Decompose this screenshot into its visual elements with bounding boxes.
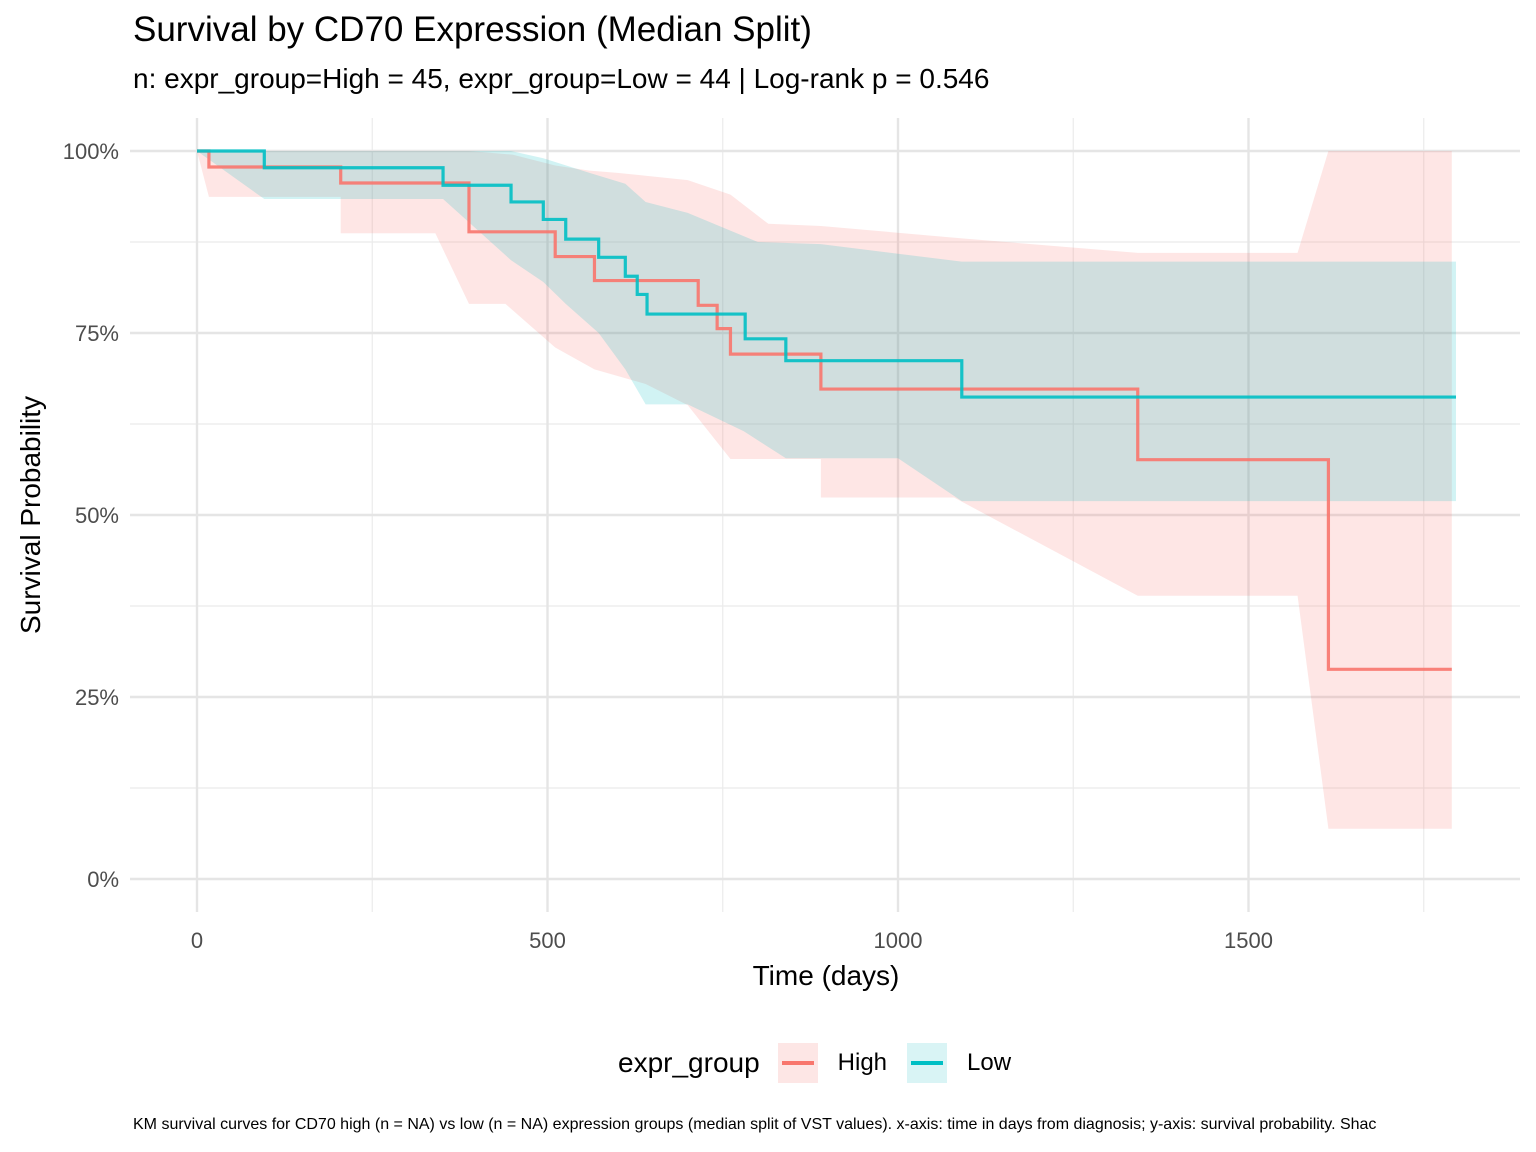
x-tick-label: 1000 — [874, 928, 923, 953]
x-axis-title: Time (days) — [753, 960, 900, 991]
x-tick-label: 1500 — [1224, 928, 1273, 953]
survival-plot: 0 500 1000 1500 0% 25% 50% 75% 100% Time (days)… — [15, 118, 1520, 991]
y-tick-label: 75% — [75, 321, 119, 346]
x-axis-ticks: 0 500 1000 1500 — [191, 928, 1273, 953]
survival-curves — [197, 149, 1456, 671]
y-tick-label: 25% — [75, 685, 119, 710]
chart-title: Survival by CD70 Expression (Median Spli… — [133, 10, 812, 49]
y-axis-ticks: 0% 25% 50% 75% 100% — [63, 139, 119, 892]
km-curve-high — [197, 149, 1452, 671]
km-curve-low — [197, 149, 1456, 399]
minor-gridlines — [130, 118, 1520, 912]
legend-line-high — [781, 1061, 814, 1065]
y-tick-label: 100% — [63, 139, 119, 164]
x-tick-label: 0 — [191, 928, 203, 953]
legend-key-low — [907, 1043, 948, 1083]
legend-label-high: High — [837, 1049, 888, 1076]
ci-ribbon-high — [197, 151, 1452, 829]
legend-key-high — [777, 1043, 818, 1083]
y-tick-label: 50% — [75, 503, 119, 528]
legend-label-low: Low — [967, 1049, 1012, 1076]
legend-line-low — [911, 1061, 944, 1065]
chart-subtitle: n: expr_group=High = 45, expr_group=Low … — [133, 63, 990, 94]
legend-title: expr_group — [618, 1047, 760, 1078]
y-tick-label: 0% — [87, 867, 119, 892]
ci-ribbon-low — [197, 151, 1456, 502]
legend: expr_group High Low — [618, 1038, 1031, 1088]
y-axis-title: Survival Probability — [15, 396, 46, 634]
figure-caption: KM survival curves for CD70 high (n = NA… — [133, 1116, 1377, 1133]
x-tick-label: 500 — [529, 928, 566, 953]
major-gridlines — [130, 118, 1520, 912]
confidence-ribbons — [197, 151, 1456, 829]
